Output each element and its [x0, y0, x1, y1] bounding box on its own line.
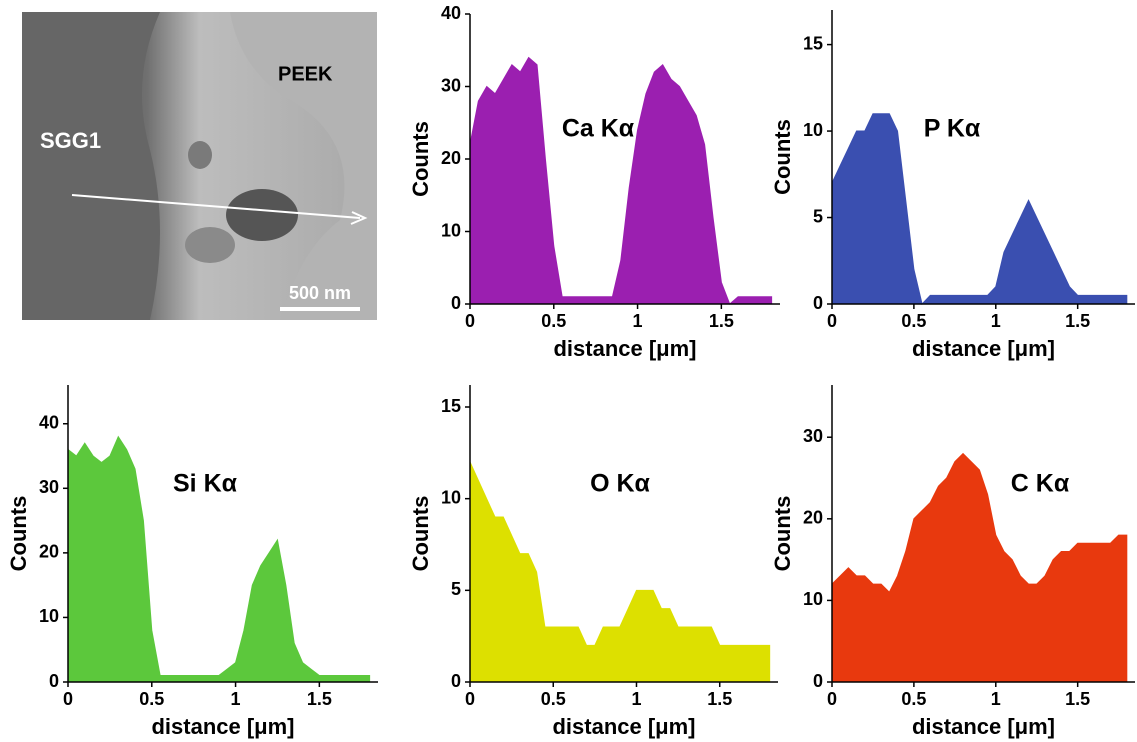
y-axis-label: Counts — [408, 121, 433, 197]
y-axis-label: Counts — [770, 496, 795, 572]
annotation: Si Kα — [173, 470, 238, 498]
annotation: C Kα — [1011, 470, 1070, 498]
x-tick-label: 0.5 — [139, 689, 164, 709]
x-tick-label: 1.5 — [707, 689, 732, 709]
y-tick-label: 10 — [803, 120, 823, 140]
y-tick-label: 10 — [441, 220, 461, 240]
y-axis-label: Counts — [6, 496, 31, 572]
y-tick-label: 20 — [39, 542, 59, 562]
y-tick-label: 0 — [451, 293, 461, 313]
x-tick-label: 0 — [827, 311, 837, 331]
x-axis-label: distance [μm] — [151, 714, 294, 739]
x-tick-label: 1.5 — [709, 311, 734, 331]
y-tick-label: 10 — [441, 487, 461, 507]
x-tick-label: 0.5 — [901, 689, 926, 709]
micrograph: PEEK SGG1 500 nm — [22, 12, 377, 320]
x-tick-label: 0.5 — [541, 689, 566, 709]
profile-area — [831, 113, 1128, 306]
annotation: Ca Kα — [562, 115, 635, 143]
x-tick-label: 1 — [991, 311, 1001, 331]
sgg1-region — [22, 12, 160, 320]
x-tick-label: 1.5 — [1065, 311, 1090, 331]
y-tick-label: 30 — [441, 75, 461, 95]
y-tick-label: 40 — [441, 3, 461, 23]
x-axis-label: distance [μm] — [553, 336, 696, 361]
y-tick-label: 40 — [39, 412, 59, 432]
x-tick-label: 0.5 — [901, 311, 926, 331]
particle — [226, 189, 298, 241]
y-tick-label: 20 — [441, 148, 461, 168]
x-tick-label: 1.5 — [1065, 689, 1090, 709]
x-tick-label: 0.5 — [541, 311, 566, 331]
x-tick-label: 0 — [827, 689, 837, 709]
particle — [188, 141, 212, 169]
scan-arrow — [350, 211, 368, 225]
profile-area — [67, 435, 371, 683]
x-tick-label: 1 — [991, 689, 1001, 709]
annotation: P Kα — [924, 115, 981, 143]
x-tick-label: 0 — [465, 689, 475, 709]
peek-region — [230, 12, 377, 320]
profile-area — [469, 461, 771, 683]
y-tick-label: 30 — [39, 477, 59, 497]
y-tick-label: 10 — [39, 606, 59, 626]
y-tick-label: 5 — [813, 206, 823, 226]
y-tick-label: 15 — [441, 396, 461, 416]
y-tick-label: 30 — [803, 426, 823, 446]
y-tick-label: 0 — [451, 671, 461, 691]
x-tick-label: 1.5 — [307, 689, 332, 709]
x-tick-label: 0 — [465, 311, 475, 331]
x-tick-label: 0 — [63, 689, 73, 709]
x-axis-label: distance [μm] — [912, 336, 1055, 361]
y-tick-label: 10 — [803, 589, 823, 609]
profile-area — [831, 452, 1128, 683]
y-tick-label: 15 — [803, 33, 823, 53]
x-tick-label: 1 — [631, 689, 641, 709]
x-axis-label: distance [μm] — [552, 714, 695, 739]
x-tick-label: 1 — [231, 689, 241, 709]
image-label: PEEK — [278, 63, 333, 85]
profile-area — [469, 56, 773, 305]
y-tick-label: 0 — [813, 293, 823, 313]
y-tick-label: 5 — [451, 579, 461, 599]
scan-line — [71, 194, 361, 219]
image-label: SGG1 — [40, 128, 101, 153]
x-tick-label: 1 — [633, 311, 643, 331]
y-axis-label: Counts — [770, 119, 795, 195]
particle — [185, 227, 235, 263]
y-tick-label: 0 — [49, 671, 59, 691]
scale-label: 500 nm — [289, 283, 351, 303]
annotation: O Kα — [590, 470, 650, 498]
x-axis-label: distance [μm] — [912, 714, 1055, 739]
y-tick-label: 20 — [803, 508, 823, 528]
y-tick-label: 0 — [813, 671, 823, 691]
y-axis-label: Counts — [408, 496, 433, 572]
